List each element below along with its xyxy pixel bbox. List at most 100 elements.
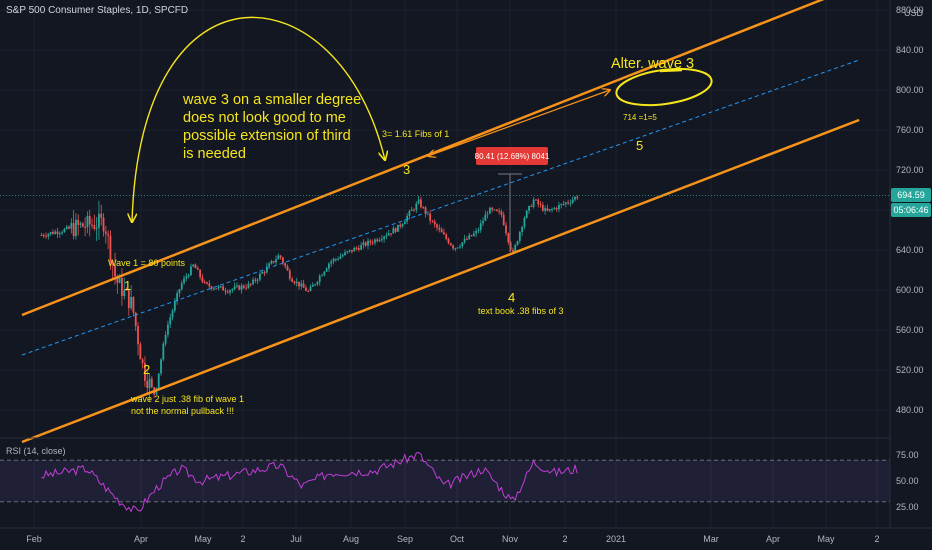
candle-body bbox=[279, 255, 282, 258]
candle-body bbox=[49, 232, 52, 234]
candle-body bbox=[544, 208, 547, 211]
candle-body bbox=[440, 229, 443, 233]
candle-body bbox=[210, 286, 213, 289]
candle-body bbox=[95, 227, 98, 229]
candle-body bbox=[364, 242, 367, 246]
candle-body bbox=[72, 223, 75, 237]
candle-body bbox=[530, 205, 533, 207]
candle-body bbox=[555, 207, 558, 210]
price-tick-label: 800.00 bbox=[896, 85, 924, 95]
candle-body bbox=[316, 281, 319, 285]
candle-body bbox=[376, 239, 379, 242]
time-axis[interactable] bbox=[0, 528, 932, 550]
candle-body bbox=[571, 199, 574, 203]
candle-body bbox=[498, 210, 501, 212]
candle-body bbox=[500, 211, 503, 215]
candle-body bbox=[546, 208, 549, 211]
candle-body bbox=[77, 219, 80, 225]
svg-text:possible extension of third: possible extension of third bbox=[183, 128, 351, 144]
candle-body bbox=[107, 233, 110, 236]
ellipse-flag bbox=[659, 68, 683, 73]
candle-body bbox=[173, 301, 176, 311]
candle-body bbox=[466, 238, 468, 240]
candle-body bbox=[380, 239, 383, 241]
candle-body bbox=[417, 199, 420, 204]
candle-body bbox=[521, 226, 524, 233]
price-tick-label: 520.00 bbox=[896, 365, 924, 375]
svg-text:does not look good to me: does not look good to me bbox=[183, 110, 346, 126]
time-tick-label: 2021 bbox=[606, 534, 626, 544]
candle-body bbox=[525, 210, 528, 218]
candle-body bbox=[426, 213, 429, 215]
alt-wave-arrow[interactable] bbox=[428, 90, 610, 156]
candle-body bbox=[42, 235, 45, 237]
candle-body bbox=[134, 312, 137, 327]
candle-body bbox=[371, 242, 374, 244]
candle-body bbox=[137, 326, 139, 345]
candle-body bbox=[157, 373, 160, 388]
candle-body bbox=[196, 268, 199, 270]
time-axis-ticks: Feb Apr May 2 Jul Aug Sep Oct Nov 2 2021 Mar Apr May 2 bbox=[26, 534, 879, 544]
candle-body bbox=[75, 219, 77, 237]
candle-body bbox=[475, 230, 478, 234]
candle-body bbox=[558, 204, 560, 210]
wave5-label: 5 bbox=[636, 138, 643, 153]
candle-body bbox=[288, 270, 291, 279]
bar-countdown: 05:06:46 bbox=[893, 205, 928, 215]
candle-body bbox=[282, 257, 284, 264]
candle-body bbox=[176, 293, 179, 302]
candle-body bbox=[318, 275, 321, 282]
time-tick-label: Oct bbox=[450, 534, 465, 544]
candle-body bbox=[100, 213, 103, 218]
candle-body bbox=[141, 359, 144, 363]
candle-body bbox=[392, 228, 395, 234]
candle-body bbox=[332, 258, 335, 262]
candle-body bbox=[564, 202, 567, 204]
candle-body bbox=[52, 232, 54, 234]
candle-body bbox=[54, 231, 57, 234]
candle-body bbox=[567, 202, 570, 204]
symbol-title[interactable]: S&P 500 Consumer Staples, 1D, SPCFD bbox=[6, 5, 188, 16]
candle-body bbox=[270, 261, 273, 264]
channel-lower-line[interactable] bbox=[21, 118, 860, 444]
candle-body bbox=[353, 247, 356, 252]
price-tick-label: 600.00 bbox=[896, 285, 924, 295]
candle-body bbox=[300, 283, 303, 287]
main-arc-arrow[interactable] bbox=[132, 16, 385, 222]
candle-body bbox=[61, 232, 64, 234]
candle-body bbox=[518, 232, 521, 242]
rsi-tick-label: 75.00 bbox=[896, 450, 919, 460]
wave2-note-line1: wave 2 just .38 fib of wave 1 bbox=[130, 394, 244, 404]
candle-body bbox=[433, 221, 436, 225]
candle-body bbox=[482, 220, 484, 224]
rsi-tick-label: 50.00 bbox=[896, 476, 919, 486]
candle-body bbox=[254, 279, 257, 281]
candle-body bbox=[429, 213, 432, 221]
rsi-title[interactable]: RSI (14, close) bbox=[6, 446, 66, 456]
candle-body bbox=[150, 378, 153, 388]
candle-body bbox=[403, 221, 406, 225]
candle-body bbox=[489, 207, 491, 214]
candle-body bbox=[63, 228, 66, 233]
candle-body bbox=[328, 263, 330, 269]
candle-body bbox=[390, 233, 392, 235]
price-axis[interactable] bbox=[890, 0, 932, 528]
candle-body bbox=[190, 266, 192, 276]
candle-body bbox=[40, 235, 43, 236]
wave4-note: text book .38 fibs of 3 bbox=[478, 306, 564, 316]
candle-body bbox=[268, 263, 271, 267]
wave3-label: 3 bbox=[403, 162, 410, 177]
candle-body bbox=[470, 235, 473, 237]
candle-body bbox=[121, 277, 123, 297]
candle-body bbox=[302, 283, 305, 288]
candle-body bbox=[102, 217, 105, 232]
candle-body bbox=[178, 289, 181, 294]
time-tick-label: Nov bbox=[502, 534, 519, 544]
candle-body bbox=[164, 334, 167, 344]
candle-body bbox=[286, 266, 289, 271]
candle-body bbox=[192, 264, 195, 267]
candle-body bbox=[139, 344, 142, 360]
wave1-note: Wave 1 = 80 points bbox=[108, 258, 185, 268]
